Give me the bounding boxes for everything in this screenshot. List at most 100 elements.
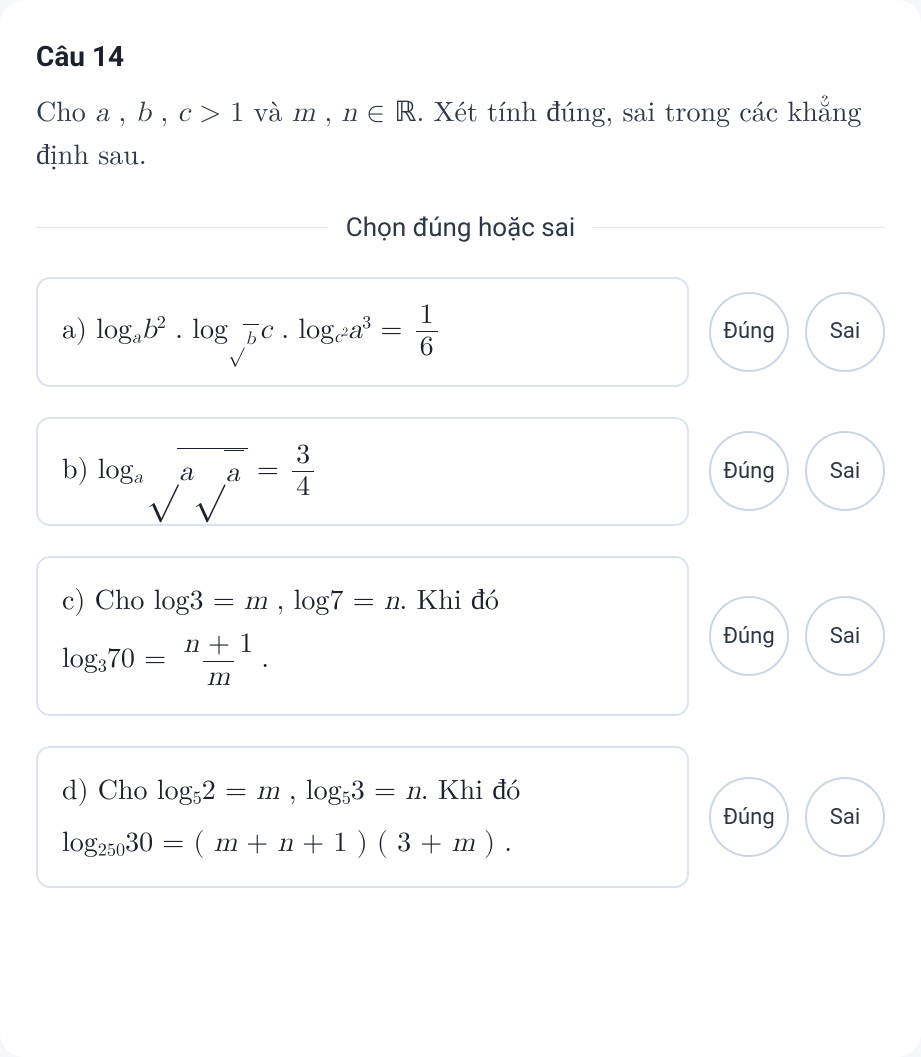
false-button[interactable]: Sai — [805, 431, 885, 511]
log-arg: 7 — [329, 587, 343, 615]
section-divider: Chọn đúng hoặc sai — [36, 213, 885, 243]
choices-list: a) logab2 . log√bc . logc2a3 = 16 Đúng S… — [36, 277, 885, 888]
text: Cho — [95, 587, 154, 615]
sep: , — [151, 99, 177, 127]
plus: + — [237, 829, 277, 857]
answer-buttons: Đúng Sai — [709, 292, 885, 372]
true-button[interactable]: Đúng — [709, 431, 789, 511]
body-text: Cho — [36, 99, 95, 127]
var-n: n — [405, 777, 421, 805]
log-base: √b — [228, 327, 260, 346]
plus: + — [411, 829, 451, 857]
eq: = — [365, 777, 405, 805]
text: . Khi đó — [421, 777, 521, 805]
dot: . — [272, 316, 298, 344]
sep: , — [280, 777, 306, 805]
divider-label: Chọn đúng hoặc sai — [328, 213, 593, 243]
log-arg: c — [259, 316, 271, 344]
var-n: n — [341, 99, 357, 127]
plus: + — [293, 829, 333, 857]
body-text: và — [244, 99, 291, 127]
eq: = — [371, 316, 411, 344]
log-base: 3 — [98, 657, 107, 676]
log: log — [306, 777, 342, 805]
sep: , — [267, 587, 293, 615]
var-m: m — [452, 829, 475, 857]
log: log — [62, 645, 98, 673]
true-button[interactable]: Đúng — [709, 596, 789, 676]
var-n: n — [277, 829, 293, 857]
log-arg: 2 — [202, 777, 216, 805]
answer-buttons: Đúng Sai — [709, 777, 885, 857]
exp: 3 — [362, 313, 371, 332]
log: log — [154, 587, 190, 615]
question-body: Cho a , b , c > 1 và m , n ∈ ℝ. Xét tính… — [36, 91, 885, 179]
choice-box-a[interactable]: a) logab2 . log√bc . logc2a3 = 16 — [36, 277, 689, 387]
log-arg: 70 — [107, 645, 135, 673]
log: log — [298, 316, 334, 344]
true-button[interactable]: Đúng — [709, 292, 789, 372]
log: log — [62, 829, 98, 857]
frac-num: n + 1 — [179, 630, 257, 660]
text: . Khi đó — [399, 587, 499, 615]
log: log — [98, 455, 134, 483]
fraction: 34 — [292, 441, 314, 503]
false-button[interactable]: Sai — [805, 596, 885, 676]
log-base: a — [132, 327, 141, 346]
log-base: a — [134, 467, 143, 486]
true-button[interactable]: Đúng — [709, 777, 789, 857]
false-button[interactable]: Sai — [805, 292, 885, 372]
choice-row-a: a) logab2 . log√bc . logc2a3 = 16 Đúng S… — [36, 277, 885, 387]
frac-den: 6 — [416, 331, 438, 362]
choice-box-d[interactable]: d) Cho log52 = m , log53 = n. Khi đó log… — [36, 746, 689, 888]
eq: = — [204, 587, 244, 615]
choice-box-b[interactable]: b) loga√a√a = 34 — [36, 417, 689, 527]
eq: = — [216, 777, 256, 805]
eq: = — [135, 645, 175, 673]
choice-row-b: b) loga√a√a = 34 Đúng Sai — [36, 417, 885, 527]
eq: = — [153, 829, 193, 857]
text: Cho — [98, 777, 157, 805]
num: 3 — [397, 829, 411, 857]
var-m: m — [244, 587, 267, 615]
sqrt-outer: √a√a — [147, 448, 248, 494]
log-arg: 3 — [351, 777, 365, 805]
choice-label: b) — [62, 455, 98, 483]
num-1: 1 — [230, 99, 244, 127]
var-a: a — [179, 451, 193, 493]
var-n: n — [384, 587, 400, 615]
choice-label: c) — [62, 587, 95, 615]
var-m: m — [292, 99, 315, 127]
var-b: b — [136, 99, 152, 127]
choice-label: a) — [62, 316, 96, 344]
var-a: a — [95, 99, 109, 127]
set-r: ℝ — [394, 97, 416, 128]
false-button[interactable]: Sai — [805, 777, 885, 857]
log-base: 5 — [193, 789, 202, 808]
sqrt-inner: √a — [193, 450, 244, 494]
question-card: Câu 14 Cho a , b , c > 1 và m , n ∈ ℝ. X… — [0, 0, 921, 1057]
log: log — [157, 777, 193, 805]
paren: ) ( — [347, 829, 397, 857]
log: log — [96, 316, 132, 344]
answer-buttons: Đúng Sai — [709, 596, 885, 676]
frac-num: 3 — [292, 441, 314, 471]
question-title: Câu 14 — [36, 40, 885, 73]
divider-line — [36, 227, 328, 228]
var-m: m — [214, 829, 237, 857]
log-base: c2 — [334, 327, 348, 346]
frac-den: 4 — [292, 471, 314, 502]
num: 1 — [333, 829, 347, 857]
divider-line — [593, 227, 885, 228]
frac-den: m — [203, 661, 234, 692]
paren: ) . — [475, 829, 512, 857]
exp: 2 — [157, 313, 166, 332]
var-c: c — [177, 99, 189, 127]
choice-box-c[interactable]: c) Cho log3 = m , log7 = n. Khi đó log37… — [36, 556, 689, 716]
choice-row-d: d) Cho log52 = m , log53 = n. Khi đó log… — [36, 746, 885, 888]
log: log — [294, 587, 330, 615]
frac-num: 1 — [416, 301, 438, 331]
sqrt-icon: √b — [228, 324, 260, 352]
paren: ( — [194, 829, 214, 857]
log-arg: b — [141, 316, 157, 344]
